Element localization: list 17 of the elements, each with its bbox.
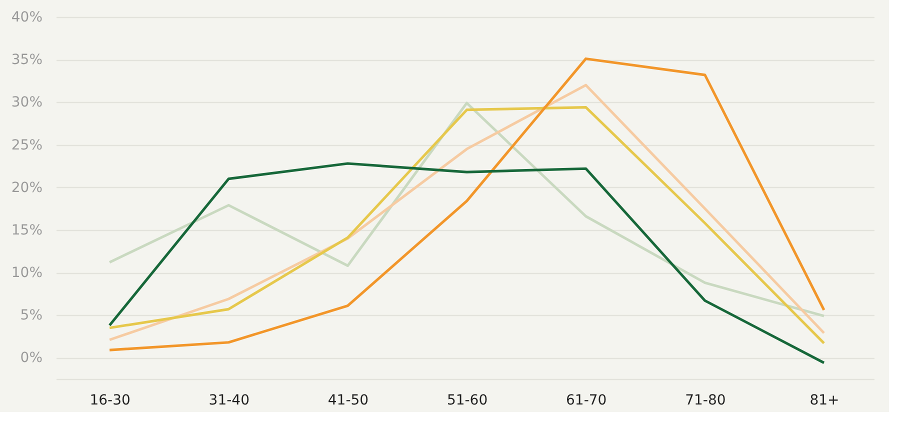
x-tick-label: 31-40	[208, 392, 250, 408]
y-tick-label: 35%	[11, 52, 42, 68]
x-tick-label: 51-60	[446, 392, 488, 408]
x-tick-label: 81+	[810, 392, 840, 408]
y-tick-label: 40%	[11, 10, 42, 26]
x-tick-label: 41-50	[328, 392, 369, 408]
x-tick-label: 61-70	[566, 392, 607, 408]
x-tick-label: 71-80	[685, 392, 726, 408]
y-tick-label: 0%	[20, 350, 42, 366]
y-tick-label: 5%	[20, 308, 42, 324]
y-tick-label: 15%	[11, 222, 42, 238]
line-series	[108, 162, 826, 364]
y-tick-label: 10%	[11, 265, 42, 282]
x-tick-label: 16-30	[90, 392, 130, 408]
y-tick-label: 25%	[11, 137, 42, 154]
y-tick-label: 30%	[11, 94, 42, 111]
y-tick-label: 20%	[11, 180, 42, 196]
